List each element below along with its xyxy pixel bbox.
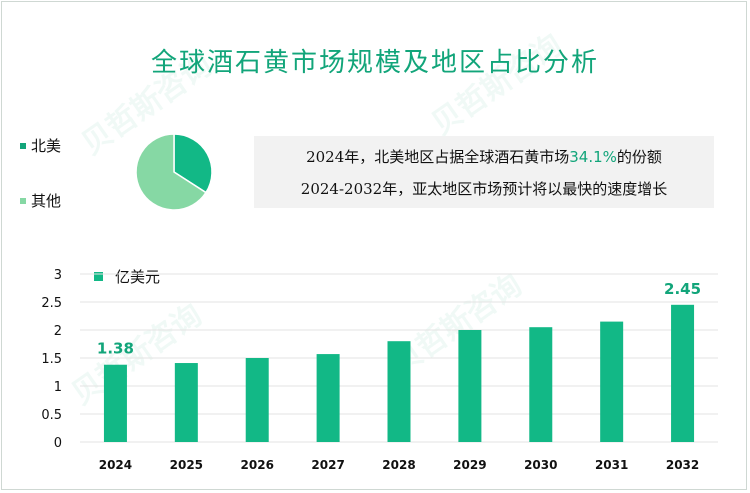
x-tick-label: 2032 (666, 458, 699, 472)
y-tick-label: 2.5 (41, 296, 62, 311)
pie-slice-other (135, 133, 207, 211)
y-tick-label: 0 (54, 436, 62, 451)
bar-legend-label: 亿美元 (115, 268, 161, 286)
data-label-2032: 2.45 (664, 280, 701, 298)
bar-2029 (458, 330, 482, 442)
x-tick-label: 2029 (453, 458, 486, 472)
bar-2031 (600, 321, 624, 442)
pie-chart (135, 133, 213, 211)
x-tick-label: 2024 (99, 458, 132, 472)
legend-marker (20, 142, 26, 149)
pie-legend-item-other: 其他 (20, 190, 61, 211)
y-tick-label: 2 (54, 324, 62, 339)
legend-marker (20, 197, 26, 204)
legend-label: 其他 (31, 192, 62, 210)
x-tick-label: 2030 (524, 458, 557, 472)
bar-2028 (387, 341, 411, 442)
y-tick-label: 0.5 (41, 408, 62, 423)
bar-2026 (245, 358, 269, 442)
x-tick-label: 2027 (311, 458, 344, 472)
x-tick-label: 2031 (595, 458, 628, 472)
info-text: 的份额 (616, 148, 662, 166)
pie-legend-item-north-america: 北美 (20, 135, 61, 156)
x-tick-label: 2026 (241, 458, 274, 472)
chart-title: 全球酒石黄市场规模及地区占比分析 (150, 48, 599, 78)
share-highlight: 34.1% (569, 148, 617, 166)
bar-2025 (174, 363, 198, 442)
bar-2032 (671, 304, 695, 442)
bar-legend: 亿美元 (94, 266, 160, 287)
bar-2027 (316, 354, 340, 442)
data-label-2024: 1.38 (97, 340, 134, 358)
info-text: 2024年，北美地区占据全球酒石黄市场 (306, 148, 570, 166)
bar-legend-marker (94, 272, 103, 281)
bar-2024 (103, 364, 127, 442)
x-tick-label: 2025 (170, 458, 203, 472)
bar-2030 (529, 327, 553, 442)
y-tick-label: 1 (54, 380, 62, 395)
y-tick-label: 1.5 (41, 352, 62, 367)
info-line-share: 2024年，北美地区占据全球酒石黄市场34.1%的份额 (254, 146, 714, 167)
info-box: 2024年，北美地区占据全球酒石黄市场34.1%的份额 2024-2032年，亚… (254, 136, 714, 208)
x-tick-label: 2028 (382, 458, 415, 472)
y-tick-label: 3 (54, 268, 62, 283)
legend-label: 北美 (31, 137, 62, 155)
info-line-growth: 2024-2032年，亚太地区市场预计将以最快的速度增长 (300, 180, 668, 198)
